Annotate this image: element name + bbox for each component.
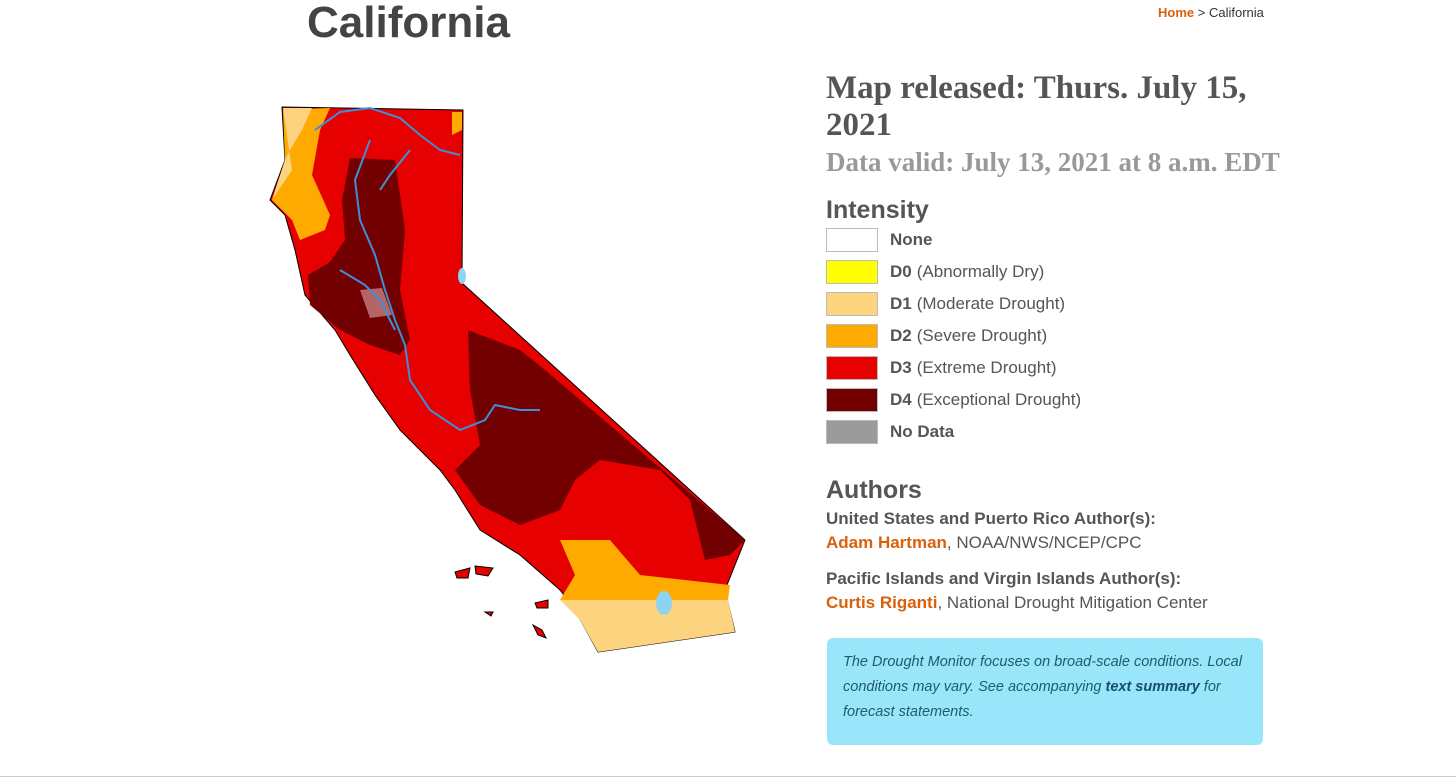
breadcrumb-home[interactable]: Home (1158, 5, 1195, 20)
legend-swatch (826, 388, 878, 412)
legend-swatch (826, 260, 878, 284)
legend-row: D0 (Abnormally Dry) (826, 259, 1044, 285)
author-heading: United States and Puerto Rico Author(s): (826, 509, 1156, 528)
legend-row: None (826, 227, 938, 253)
legend-label: (Abnormally Dry) (916, 262, 1045, 281)
map-released: Map released: Thurs. July 15, 2021 (826, 70, 1247, 143)
drought-map (269, 106, 746, 653)
legend-label: (Moderate Drought) (916, 294, 1066, 313)
author-name[interactable]: Adam Hartman (826, 533, 947, 552)
legend-code: D1 (890, 294, 912, 313)
legend-swatch (826, 228, 878, 252)
note-text: for forecast statements. (843, 679, 1221, 720)
authors-title: Authors (826, 476, 922, 504)
data-valid: Data valid: July 13, 2021 at 8 a.m. EDT (826, 147, 1280, 177)
legend-row: D1 (Moderate Drought) (826, 291, 1065, 317)
legend-row: D4 (Exceptional Drought) (826, 387, 1081, 413)
note-link[interactable]: text summary (1105, 679, 1200, 695)
legend-label: (Exceptional Drought) (916, 390, 1082, 409)
author-name[interactable]: Curtis Riganti (826, 593, 938, 612)
breadcrumb: Home > California (1158, 5, 1264, 20)
note-text: The Drought Monitor focuses on broad-sca… (843, 654, 1242, 695)
legend-label: (Extreme Drought) (916, 358, 1057, 377)
legend-code: D4 (890, 390, 912, 409)
legend-code: None (890, 230, 933, 249)
legend-code: D0 (890, 262, 912, 281)
legend-swatch (826, 292, 878, 316)
legend-title: Intensity (826, 196, 929, 224)
legend-row: D3 (Extreme Drought) (826, 355, 1057, 381)
author-line: Curtis Riganti, National Drought Mitigat… (826, 593, 1208, 613)
legend-swatch (826, 420, 878, 444)
legend-swatch (826, 356, 878, 380)
legend-row: No Data (826, 419, 959, 445)
legend-code: No Data (890, 422, 955, 441)
legend-label: (Severe Drought) (916, 326, 1048, 345)
page-title: California (307, 0, 510, 47)
legend-code: D3 (890, 358, 912, 377)
note-box: The Drought Monitor focuses on broad-sca… (827, 638, 1263, 745)
legend-code: D2 (890, 326, 912, 345)
legend-row: D2 (Severe Drought) (826, 323, 1047, 349)
footer-rule (0, 776, 1456, 777)
breadcrumb-current: California (1208, 5, 1264, 20)
author-affiliation: , NOAA/NWS/NCEP/CPC (946, 533, 1142, 552)
author-heading: Pacific Islands and Virgin Islands Autho… (826, 569, 1182, 588)
legend-swatch (826, 324, 878, 348)
author-affiliation: , National Drought Mitigation Center (937, 593, 1208, 612)
author-line: Adam Hartman, NOAA/NWS/NCEP/CPC (826, 533, 1142, 553)
breadcrumb-separator: > (1197, 5, 1206, 20)
